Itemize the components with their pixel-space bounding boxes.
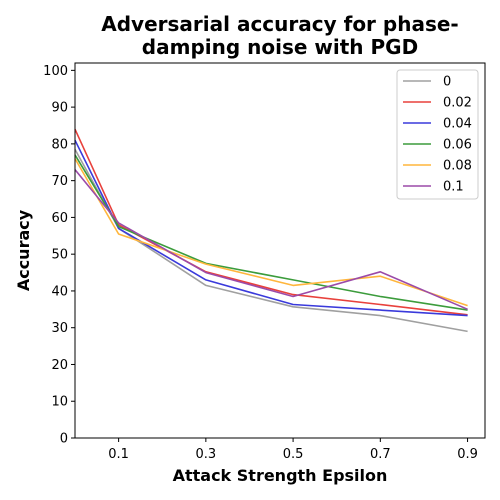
y-tick-label: 80 [51,137,68,152]
legend: 0 0.02 0.04 0.06 0.08 0.1 [396,69,479,200]
series-line-4 [74,158,468,307]
x-tick-label: 0.1 [108,447,129,462]
y-tick-label: 30 [51,321,68,336]
y-tick-label: 100 [43,64,68,79]
y-axis-label: Accuracy [14,209,33,291]
plot-frame [74,62,486,439]
y-tick-label: 50 [51,248,68,263]
y-tick-label: 20 [51,358,68,373]
y-tick-label: 90 [51,101,68,116]
series-layer [74,128,468,333]
x-tick-label: 0.3 [196,447,217,462]
series-line-5 [74,169,468,311]
y-tick-label: 40 [51,284,68,299]
ticks-layer: 0.1 0.3 0.5 0.7 0.9 0 10 20 30 40 50 60 70 80 90 100 [43,64,478,462]
legend-label-5: 0.1 [443,180,464,195]
y-tick-label: 60 [51,211,68,226]
chart-title-line-2: damping noise with PGD [142,35,418,59]
legend-label-4: 0.08 [443,159,472,174]
x-tick-label: 0.5 [283,447,304,462]
chart-title-line-1: Adversarial accuracy for phase- [101,12,458,36]
x-axis-label: Attack Strength Epsilon [173,466,388,485]
y-tick-label: 70 [51,174,68,189]
x-tick-label: 0.9 [457,447,478,462]
legend-label-2: 0.04 [443,117,472,132]
y-tick-label: 10 [51,395,68,410]
y-tick-label: 0 [60,432,68,447]
legend-label-1: 0.02 [443,96,472,111]
x-tick-label: 0.7 [370,447,391,462]
legend-label-0: 0 [443,75,451,90]
legend-box [396,69,479,200]
series-line-1 [74,128,468,316]
legend-label-3: 0.06 [443,138,472,153]
